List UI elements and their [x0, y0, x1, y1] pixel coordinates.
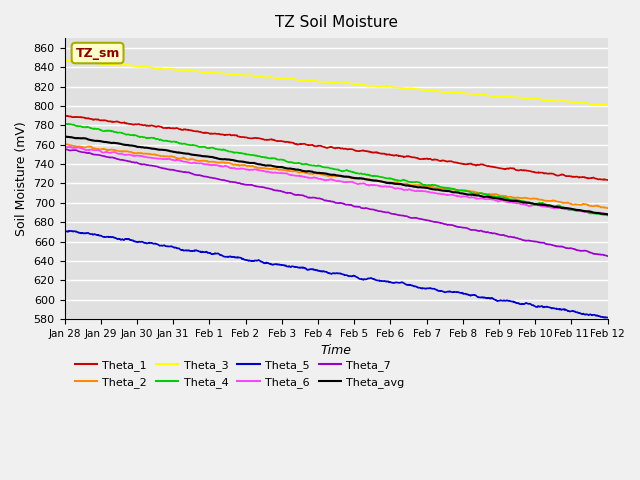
Theta_4: [63, 121, 70, 127]
Theta_1: [494, 165, 502, 171]
Theta_3: [571, 99, 579, 105]
Theta_5: [556, 307, 563, 312]
Theta_4: [61, 121, 68, 127]
Theta_avg: [61, 133, 68, 139]
Theta_6: [604, 211, 611, 217]
Theta_avg: [494, 196, 502, 202]
Theta_6: [61, 144, 68, 150]
Theta_5: [352, 274, 360, 279]
Line: Theta_4: Theta_4: [65, 124, 607, 216]
Theta_avg: [352, 175, 360, 181]
Theta_6: [604, 211, 611, 217]
Theta_7: [364, 206, 371, 212]
X-axis label: Time: Time: [321, 344, 351, 357]
Line: Theta_3: Theta_3: [65, 60, 607, 105]
Theta_7: [556, 244, 563, 250]
Theta_7: [571, 246, 579, 252]
Theta_4: [364, 171, 371, 177]
Theta_6: [352, 180, 360, 186]
Line: Theta_1: Theta_1: [65, 116, 607, 180]
Theta_avg: [604, 212, 611, 217]
Theta_7: [494, 231, 502, 237]
Theta_3: [604, 102, 611, 108]
Theta_avg: [556, 204, 563, 210]
Theta_avg: [212, 155, 220, 161]
Legend: Theta_1, Theta_2, Theta_3, Theta_4, Theta_5, Theta_6, Theta_7, Theta_avg: Theta_1, Theta_2, Theta_3, Theta_4, Thet…: [70, 356, 409, 392]
Line: Theta_avg: Theta_avg: [65, 136, 607, 215]
Theta_1: [604, 177, 611, 183]
Theta_2: [364, 176, 371, 182]
Theta_1: [604, 177, 611, 183]
Y-axis label: Soil Moisture (mV): Soil Moisture (mV): [15, 121, 28, 236]
Theta_5: [602, 315, 609, 321]
Theta_5: [571, 309, 579, 314]
Theta_4: [494, 194, 502, 200]
Line: Theta_7: Theta_7: [65, 149, 607, 256]
Theta_3: [212, 70, 220, 76]
Theta_4: [604, 213, 611, 218]
Theta_avg: [364, 177, 371, 182]
Theta_5: [364, 276, 371, 282]
Theta_6: [494, 199, 502, 204]
Theta_1: [61, 113, 68, 119]
Theta_2: [352, 176, 360, 181]
Theta_avg: [571, 207, 579, 213]
Theta_7: [352, 204, 360, 209]
Theta_1: [352, 148, 360, 154]
Theta_3: [556, 98, 563, 104]
Line: Theta_6: Theta_6: [65, 147, 607, 214]
Line: Theta_2: Theta_2: [65, 144, 607, 208]
Title: TZ Soil Moisture: TZ Soil Moisture: [275, 15, 397, 30]
Line: Theta_5: Theta_5: [65, 230, 607, 318]
Theta_2: [61, 142, 68, 147]
Theta_2: [571, 201, 579, 207]
Theta_7: [61, 146, 68, 152]
Theta_2: [556, 199, 564, 204]
Theta_2: [494, 192, 502, 198]
Theta_7: [212, 176, 220, 181]
Theta_6: [571, 206, 579, 212]
Theta_2: [604, 205, 611, 211]
Theta_7: [604, 253, 611, 259]
Theta_3: [352, 82, 360, 87]
Theta_1: [556, 172, 564, 178]
Theta_2: [61, 141, 69, 147]
Theta_5: [604, 315, 611, 321]
Theta_1: [571, 174, 579, 180]
Theta_1: [364, 148, 371, 154]
Theta_6: [61, 144, 69, 150]
Theta_2: [604, 205, 611, 211]
Theta_5: [61, 228, 68, 233]
Theta_3: [494, 93, 502, 99]
Theta_6: [364, 182, 371, 188]
Theta_4: [571, 208, 579, 214]
Theta_3: [364, 83, 371, 88]
Theta_1: [212, 131, 220, 137]
Theta_1: [61, 113, 68, 119]
Theta_2: [212, 159, 220, 165]
Theta_4: [352, 170, 360, 176]
Theta_4: [212, 146, 220, 152]
Theta_6: [212, 162, 220, 168]
Theta_5: [494, 298, 502, 303]
Theta_5: [212, 251, 220, 256]
Text: TZ_sm: TZ_sm: [76, 47, 120, 60]
Theta_4: [556, 203, 564, 209]
Theta_6: [556, 204, 564, 210]
Theta_3: [61, 57, 68, 63]
